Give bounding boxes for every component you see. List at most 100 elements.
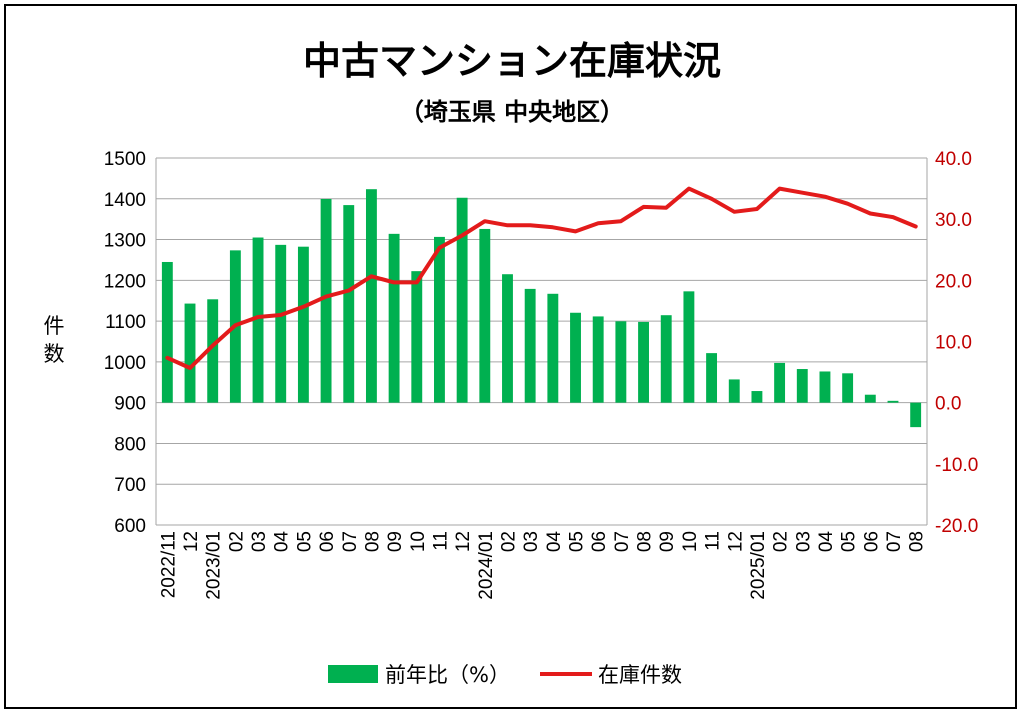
chart-subtitle: （埼玉県 中央地区） <box>399 98 625 126</box>
x-tick-label: 10 <box>680 531 701 552</box>
x-tick-label: 02 <box>771 531 792 552</box>
bar <box>615 321 627 403</box>
right-tick-label: -20.0 <box>935 516 978 537</box>
x-tick-label: 04 <box>272 531 293 553</box>
right-tick-label: 10.0 <box>935 333 972 354</box>
gridlines <box>156 157 927 526</box>
bar <box>434 236 445 403</box>
left-tick-label: 1300 <box>104 231 146 252</box>
left-axis-label: 件数 <box>44 314 65 366</box>
bar <box>184 303 196 403</box>
left-tick-label: 700 <box>114 475 146 496</box>
x-tick-label: 11 <box>430 531 451 551</box>
bar <box>207 299 219 403</box>
bar <box>570 312 581 403</box>
bar <box>774 362 786 403</box>
bar <box>343 205 355 403</box>
bar <box>320 198 332 403</box>
x-tick-label: 09 <box>385 531 406 552</box>
x-tick-label: 08 <box>907 531 928 552</box>
legend: 前年比（%） 在庫件数 <box>328 663 682 687</box>
legend-bar-label: 前年比（%） <box>385 663 510 687</box>
bar <box>524 288 536 403</box>
x-tick-label: 12 <box>725 531 746 552</box>
x-tick-label: 07 <box>612 531 633 552</box>
left-tick-label: 1400 <box>104 190 146 211</box>
x-axis-ticks: 2022/11 12 2023/01 02 03 04 05 06 07 08 09 10 11 12 20… <box>158 531 927 600</box>
axes <box>155 158 928 525</box>
inventory-line <box>165 186 918 370</box>
x-tick-label: 2025/01 <box>748 531 769 600</box>
bar <box>388 233 400 403</box>
left-tick-label: 600 <box>114 516 146 537</box>
x-tick-label: 05 <box>567 531 588 552</box>
bar <box>842 373 854 403</box>
bar <box>252 237 264 403</box>
left-axis-ticks: 600 700 800 900 1000 1100 1200 1300 1400 1500 <box>104 149 146 537</box>
x-tick-label: 08 <box>362 531 383 552</box>
bar <box>547 293 559 403</box>
bar <box>502 274 513 403</box>
bar <box>456 197 468 403</box>
x-tick-label: 05 <box>294 531 315 552</box>
x-tick-label: 03 <box>521 531 542 552</box>
x-tick-label: 06 <box>589 531 610 552</box>
left-axis-label-char: 数 <box>44 342 65 366</box>
bar <box>796 369 808 403</box>
bar <box>683 291 695 403</box>
x-tick-label: 2022/11 <box>158 531 179 598</box>
x-tick-label: 06 <box>317 531 338 552</box>
bar <box>297 246 309 403</box>
x-tick-label: 04 <box>544 531 565 553</box>
x-tick-label: 06 <box>861 531 882 552</box>
x-tick-label: 03 <box>793 531 814 552</box>
legend-line-label: 在庫件数 <box>598 663 682 687</box>
bar <box>751 391 763 403</box>
bar <box>638 321 649 403</box>
right-tick-label: 0.0 <box>935 394 961 415</box>
x-tick-label: 2023/01 <box>204 531 225 600</box>
left-axis-label-char: 件 <box>44 314 65 338</box>
bar <box>864 394 876 403</box>
x-tick-label: 2024/01 <box>476 531 497 600</box>
right-tick-label: -10.0 <box>935 455 978 476</box>
x-tick-label: 07 <box>884 531 905 552</box>
bar <box>887 400 899 403</box>
bar <box>728 379 740 403</box>
left-tick-label: 1200 <box>104 271 146 292</box>
x-tick-label: 11 <box>703 531 724 551</box>
right-tick-label: 40.0 <box>935 149 972 170</box>
x-tick-label: 04 <box>816 531 837 553</box>
x-tick-label: 12 <box>453 531 474 552</box>
x-tick-label: 12 <box>181 531 202 552</box>
bar <box>819 371 831 403</box>
x-tick-label: 10 <box>408 531 429 552</box>
line-series <box>165 186 918 370</box>
bar <box>479 228 491 403</box>
right-tick-label: 30.0 <box>935 210 972 231</box>
left-tick-label: 1100 <box>105 312 146 333</box>
bar <box>161 261 173 403</box>
left-tick-label: 800 <box>114 434 146 455</box>
x-tick-label: 05 <box>839 531 860 552</box>
bar <box>660 315 672 403</box>
x-tick-label: 02 <box>226 531 247 552</box>
x-tick-label: 09 <box>657 531 678 552</box>
chart-title: 中古マンション在庫状況 <box>302 39 721 83</box>
bar <box>411 271 423 403</box>
bar <box>592 316 604 403</box>
legend-bar-swatch <box>328 665 378 683</box>
right-tick-label: 20.0 <box>935 271 972 292</box>
bar <box>706 353 718 403</box>
left-tick-label: 1000 <box>104 353 146 374</box>
left-tick-label: 900 <box>114 394 146 415</box>
x-tick-label: 02 <box>498 531 519 552</box>
bar <box>910 402 922 428</box>
x-tick-label: 07 <box>340 531 361 552</box>
right-axis-ticks: -20.0 -10.0 0.0 10.0 20.0 30.0 40.0 <box>935 149 978 537</box>
x-tick-label: 08 <box>635 531 656 552</box>
bar <box>365 189 377 403</box>
left-tick-label: 1500 <box>104 149 146 170</box>
x-tick-label: 03 <box>249 531 270 552</box>
